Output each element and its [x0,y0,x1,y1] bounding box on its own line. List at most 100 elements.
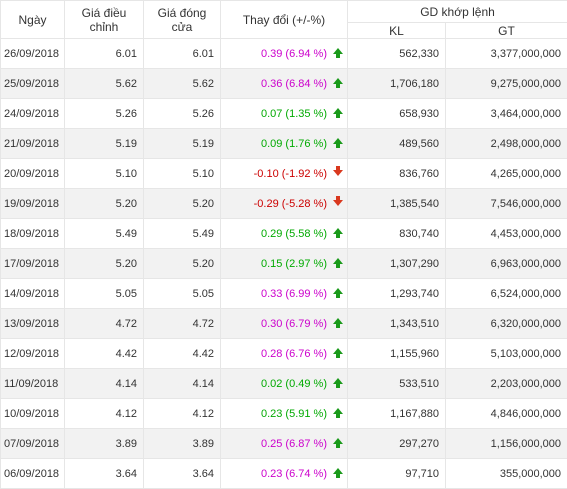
change-cell: -0.10 (-1.92 %) [221,159,348,189]
header-date[interactable]: Ngày [1,1,65,39]
adjusted-price-cell: 5.20 [65,249,144,279]
close-price-cell: 5.10 [144,159,221,189]
date-cell: 06/09/2018 [1,459,65,489]
change-value: 0.23 (5.91 %) [261,408,327,420]
up-arrow-icon [333,78,343,84]
up-arrow-icon [333,258,343,264]
change-value: 0.07 (1.35 %) [261,108,327,120]
adjusted-price-cell: 4.72 [65,309,144,339]
change-value: 0.39 (6.94 %) [261,48,327,60]
change-cell: 0.29 (5.58 %) [221,219,348,249]
volume-cell: 658,930 [348,99,446,129]
volume-cell: 562,330 [348,39,446,69]
value-cell: 5,103,000,000 [446,339,567,369]
change-cell: 0.15 (2.97 %) [221,249,348,279]
date-cell: 17/09/2018 [1,249,65,279]
value-cell: 3,464,000,000 [446,99,567,129]
date-cell: 07/09/2018 [1,429,65,459]
value-cell: 1,156,000,000 [446,429,567,459]
adjusted-price-cell: 4.14 [65,369,144,399]
close-price-cell: 4.42 [144,339,221,369]
adjusted-price-cell: 5.19 [65,129,144,159]
value-cell: 6,320,000,000 [446,309,567,339]
close-price-cell: 4.72 [144,309,221,339]
date-cell: 21/09/2018 [1,129,65,159]
change-value: 0.02 (0.49 %) [261,378,327,390]
adjusted-price-cell: 5.49 [65,219,144,249]
volume-cell: 297,270 [348,429,446,459]
close-price-cell: 5.26 [144,99,221,129]
change-value: 0.15 (2.97 %) [261,258,327,270]
adjusted-price-cell: 5.26 [65,99,144,129]
adjusted-price-cell: 5.62 [65,69,144,99]
change-cell: 0.02 (0.49 %) [221,369,348,399]
change-value: 0.09 (1.76 %) [261,138,327,150]
date-cell: 26/09/2018 [1,39,65,69]
change-cell: 0.07 (1.35 %) [221,99,348,129]
up-arrow-icon [333,138,343,144]
close-price-cell: 4.12 [144,399,221,429]
change-cell: 0.23 (5.91 %) [221,399,348,429]
change-cell: 0.39 (6.94 %) [221,39,348,69]
value-cell: 4,846,000,000 [446,399,567,429]
date-cell: 13/09/2018 [1,309,65,339]
up-arrow-icon [333,408,343,414]
date-cell: 18/09/2018 [1,219,65,249]
header-change[interactable]: Thay đổi (+/-%) [221,1,348,39]
change-cell: 0.25 (6.87 %) [221,429,348,459]
change-cell: 0.23 (6.74 %) [221,459,348,489]
close-price-cell: 5.49 [144,219,221,249]
up-arrow-icon [333,228,343,234]
adjusted-price-cell: 4.42 [65,339,144,369]
date-cell: 20/09/2018 [1,159,65,189]
date-cell: 12/09/2018 [1,339,65,369]
header-adjusted-price[interactable]: Giá điều chỉnh [65,1,144,39]
value-cell: 6,963,000,000 [446,249,567,279]
header-close-price[interactable]: Giá đóng cửa [144,1,221,39]
value-cell: 2,203,000,000 [446,369,567,399]
change-value: 0.23 (6.74 %) [261,468,327,480]
change-cell: 0.30 (6.79 %) [221,309,348,339]
date-cell: 25/09/2018 [1,69,65,99]
header-volume[interactable]: KL [348,23,446,39]
volume-cell: 1,307,290 [348,249,446,279]
close-price-cell: 5.20 [144,249,221,279]
close-price-cell: 5.20 [144,189,221,219]
date-cell: 10/09/2018 [1,399,65,429]
up-arrow-icon [333,348,343,354]
up-arrow-icon [333,468,343,474]
change-value: -0.10 (-1.92 %) [254,168,327,180]
change-cell: 0.33 (6.99 %) [221,279,348,309]
close-price-cell: 3.64 [144,459,221,489]
volume-cell: 533,510 [348,369,446,399]
down-arrow-icon [333,170,343,176]
down-arrow-icon [333,200,343,206]
change-value: 0.30 (6.79 %) [261,318,327,330]
up-arrow-icon [333,438,343,444]
header-value[interactable]: GT [446,23,567,39]
change-value: 0.36 (6.84 %) [261,78,327,90]
date-cell: 14/09/2018 [1,279,65,309]
volume-cell: 1,293,740 [348,279,446,309]
volume-cell: 1,385,540 [348,189,446,219]
value-cell: 4,453,000,000 [446,219,567,249]
adjusted-price-cell: 5.20 [65,189,144,219]
value-cell: 9,275,000,000 [446,69,567,99]
up-arrow-icon [333,108,343,114]
volume-cell: 830,740 [348,219,446,249]
change-value: 0.25 (6.87 %) [261,438,327,450]
adjusted-price-cell: 3.89 [65,429,144,459]
